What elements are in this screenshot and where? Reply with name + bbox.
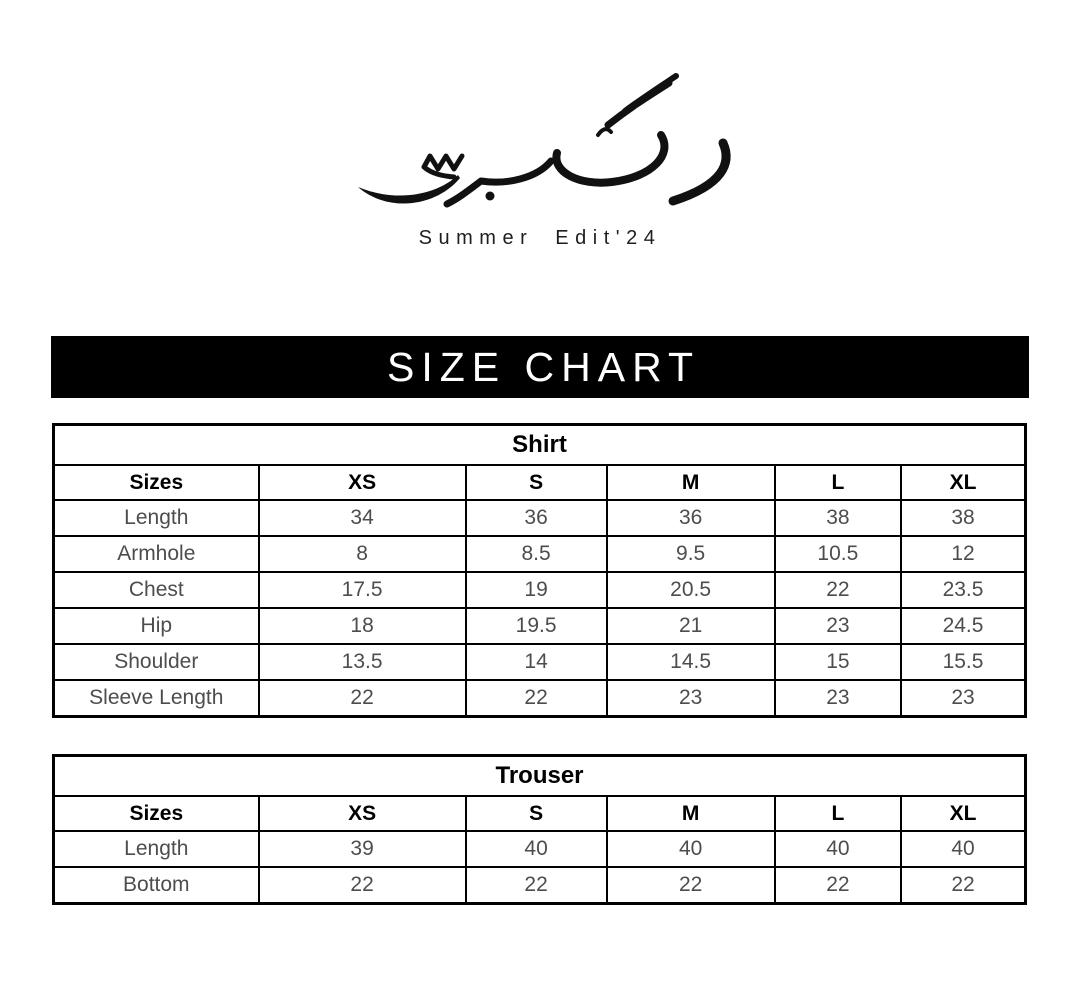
table-row: Length 39 40 40 40 40 [52,830,1027,868]
size-value: 19.5 [464,607,608,645]
size-value: 18 [257,607,467,645]
column-header: XS [257,795,467,832]
size-value: 34 [257,499,467,537]
row-label: Hip [52,607,260,645]
column-header: XL [900,464,1027,501]
size-value: 14 [464,643,608,681]
size-value: 20.5 [605,571,776,609]
size-value: 14.5 [605,643,776,681]
size-value: 36 [605,499,776,537]
size-value: 40 [773,830,903,868]
table-title: Trouser [52,754,1027,797]
shirt-table-slot: Shirt Sizes XS S M L XL Length 34 36 36 38 38 Armhole… [52,423,1027,718]
size-value: 8 [257,535,467,573]
size-value: 12 [900,535,1027,573]
column-header: L [773,464,903,501]
size-value: 22 [605,866,776,905]
size-table-shirt: Shirt Sizes XS S M L XL Length 34 36 36 38 38 Armhole… [52,423,1027,718]
table-row: Armhole 8 8.5 9.5 10.5 12 [52,535,1027,573]
table-row: Chest 17.5 19 20.5 22 23.5 [52,571,1027,609]
size-value: 22 [773,866,903,905]
size-value: 23.5 [900,571,1027,609]
column-header: S [464,464,608,501]
row-label: Chest [52,571,260,609]
size-value: 19 [464,571,608,609]
size-value: 24.5 [900,607,1027,645]
size-value: 38 [773,499,903,537]
column-header: M [605,464,776,501]
size-value: 22 [257,866,467,905]
table-title-row: Shirt [52,423,1027,466]
size-value: 15.5 [900,643,1027,681]
size-value: 22 [464,679,608,718]
table-row: Length 34 36 36 38 38 [52,499,1027,537]
size-value: 10.5 [773,535,903,573]
size-value: 23 [773,679,903,718]
size-value: 8.5 [464,535,608,573]
banner-title: SIZE CHART [387,343,700,390]
size-value: 23 [605,679,776,718]
table-row: Hip 18 19.5 21 23 24.5 [52,607,1027,645]
size-value: 40 [464,830,608,868]
row-label: Armhole [52,535,260,573]
size-value: 9.5 [605,535,776,573]
size-value: 15 [773,643,903,681]
size-value: 38 [900,499,1027,537]
size-value: 36 [464,499,608,537]
size-value: 22 [773,571,903,609]
brand-logo-calligraphy-icon [358,73,731,208]
column-header: XL [900,795,1027,832]
column-header: M [605,795,776,832]
size-value: 21 [605,607,776,645]
table-title: Shirt [52,423,1027,466]
row-label: Sleeve Length [52,679,260,718]
column-header: Sizes [52,795,260,832]
column-header: L [773,795,903,832]
column-header: XS [257,464,467,501]
column-header: S [464,795,608,832]
row-label: Shoulder [52,643,260,681]
table-row: Shoulder 13.5 14 14.5 15 15.5 [52,643,1027,681]
column-header: Sizes [52,464,260,501]
size-value: 39 [257,830,467,868]
logo-subtitle: Summer Edit'24 [418,227,662,249]
size-value: 13.5 [257,643,467,681]
size-value: 22 [257,679,467,718]
size-value: 22 [900,866,1027,905]
size-table-trouser: Trouser Sizes XS S M L XL Length 39 40 40 40 40 Botto… [52,754,1027,905]
size-value: 23 [773,607,903,645]
table-title-row: Trouser [52,754,1027,797]
trouser-table-slot: Trouser Sizes XS S M L XL Length 39 40 40 40 40 Botto… [52,754,1027,905]
table-row: Sleeve Length 22 22 23 23 23 [52,679,1027,718]
column-header-row: Sizes XS S M L XL [52,464,1027,501]
size-value: 23 [900,679,1027,718]
row-label: Length [52,830,260,868]
size-value: 40 [605,830,776,868]
size-chart-banner: SIZE CHART [51,336,1029,398]
column-header-row: Sizes XS S M L XL [52,795,1027,832]
size-value: 40 [900,830,1027,868]
table-row: Bottom 22 22 22 22 22 [52,866,1027,905]
row-label: Bottom [52,866,260,905]
size-value: 22 [464,866,608,905]
row-label: Length [52,499,260,537]
size-value: 17.5 [257,571,467,609]
